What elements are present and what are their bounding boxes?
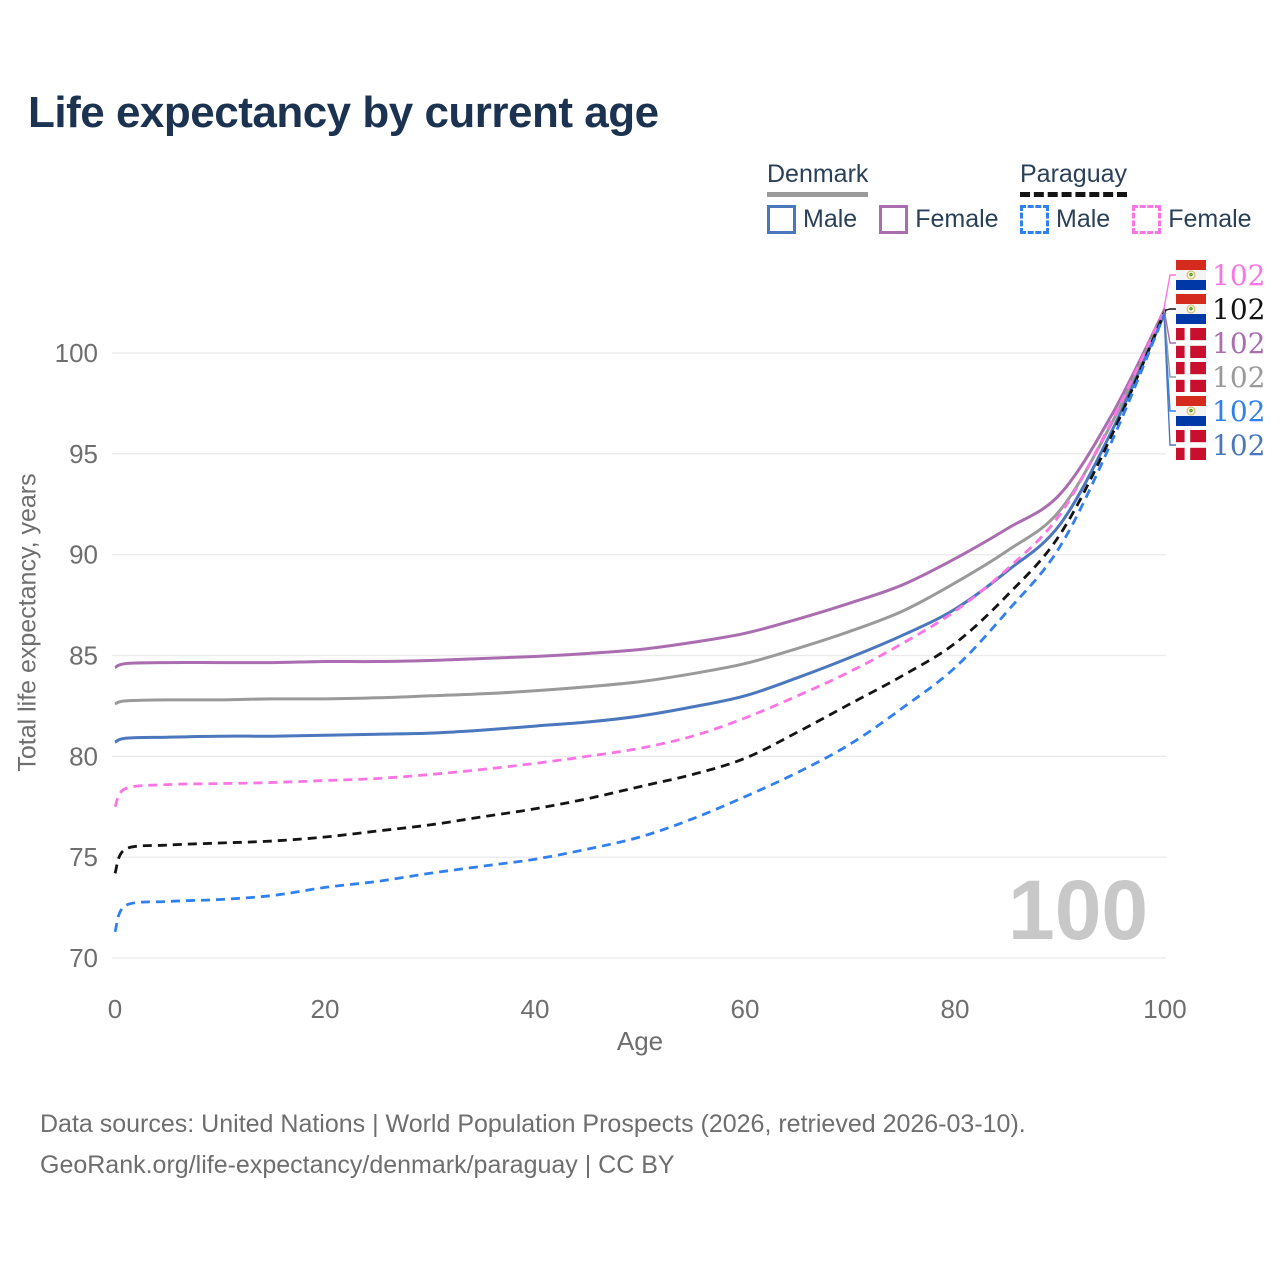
line-denmark_male: [114, 312, 1167, 744]
leader-line: [1163, 274, 1176, 309]
line-paraguay_male: [113, 312, 1167, 933]
y-tick-label: 95: [69, 439, 98, 469]
end-label-value: 102: [1212, 394, 1266, 428]
legend-item-denmark-male[interactable]: Male: [767, 205, 857, 234]
end-label-paraguay_male: 102: [1176, 394, 1266, 428]
page-title: Life expectancy by current age: [28, 88, 659, 137]
legend-items-denmark: Male Female: [767, 205, 1021, 234]
georank-url-text[interactable]: GeoRank.org/life-expectancy/denmark/para…: [40, 1151, 675, 1179]
leader-line: [1163, 308, 1176, 312]
line-paraguay_female: [113, 308, 1167, 808]
denmark-male-swatch-icon: [767, 205, 796, 234]
line-denmark_female: [114, 307, 1167, 669]
paraguay-female-swatch-icon: [1132, 205, 1162, 234]
legend-item-paraguay-male[interactable]: Male: [1020, 205, 1110, 234]
denmark-flag-icon: [1176, 430, 1206, 460]
leader-line: [1163, 310, 1176, 378]
denmark-flag-icon: [1176, 328, 1206, 358]
footer: Data sources: United Nations | World Pop…: [40, 1104, 1026, 1186]
line-paraguay_all: [113, 310, 1167, 874]
y-tick-label: 70: [69, 943, 98, 973]
x-tick-label: 0: [108, 994, 122, 1024]
y-tick-label: 75: [69, 842, 98, 872]
end-label-value: 102: [1212, 326, 1266, 360]
x-axis-title: Age: [617, 1026, 663, 1056]
legend-group-paraguay: Paraguay Male Female: [1020, 160, 1274, 234]
x-tick-label: 100: [1143, 994, 1186, 1024]
data-sources-text: Data sources: United Nations | World Pop…: [40, 1110, 1026, 1138]
x-tick-label: 40: [521, 994, 550, 1024]
y-tick-label: 80: [69, 741, 98, 771]
paraguay-flag-icon: [1176, 260, 1206, 290]
end-label-value: 102: [1212, 258, 1266, 292]
legend-item-label: Male: [1056, 205, 1111, 233]
end-label-value: 102: [1212, 428, 1266, 462]
legend-group-denmark: Denmark Male Female: [767, 160, 1021, 234]
legend-title-denmark: Denmark: [767, 160, 869, 197]
denmark-flag-icon: [1176, 362, 1206, 392]
legend-items-paraguay: Male Female: [1020, 205, 1274, 234]
legend-item-label: Female: [915, 205, 999, 233]
legend-title-paraguay: Paraguay: [1020, 160, 1128, 197]
line-denmark_all: [114, 310, 1167, 706]
end-label-denmark_all: 102: [1176, 360, 1266, 394]
y-tick-label: 100: [55, 338, 98, 368]
end-label-value: 102: [1212, 292, 1266, 326]
end-label-denmark_male: 102: [1176, 428, 1266, 462]
y-tick-label: 90: [69, 540, 98, 570]
end-label-denmark_female: 102: [1176, 326, 1266, 360]
current-age-watermark: 100: [1008, 863, 1149, 957]
legend-item-label: Male: [803, 205, 858, 233]
x-tick-label: 80: [941, 994, 970, 1024]
y-tick-label: 85: [69, 641, 98, 671]
x-tick-label: 60: [731, 994, 760, 1024]
end-label-value: 102: [1212, 360, 1266, 394]
leader-line: [1163, 308, 1176, 344]
paraguay-male-swatch-icon: [1020, 205, 1049, 234]
end-label-paraguay_female: 102: [1176, 258, 1266, 292]
legend-item-label: Female: [1168, 205, 1252, 233]
legend-item-paraguay-female[interactable]: Female: [1132, 205, 1252, 234]
denmark-female-swatch-icon: [879, 205, 909, 234]
leader-line: [1163, 312, 1176, 446]
legend-item-denmark-female[interactable]: Female: [879, 205, 999, 234]
x-tick-label: 20: [311, 994, 340, 1024]
line-chart: 70 75 80 85 90 95 100 0 20 40 60 80 100 Age: [55, 274, 1187, 1056]
paraguay-flag-icon: [1176, 294, 1206, 324]
paraguay-flag-icon: [1176, 396, 1206, 426]
end-label-paraguay_all: 102: [1176, 292, 1266, 326]
